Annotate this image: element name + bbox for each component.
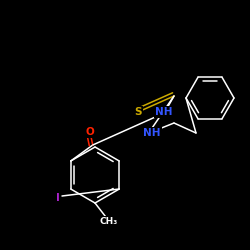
Text: CH₃: CH₃ bbox=[100, 216, 118, 226]
Text: O: O bbox=[86, 127, 94, 137]
Text: S: S bbox=[134, 107, 142, 117]
Text: NH: NH bbox=[143, 128, 161, 138]
Text: NH: NH bbox=[155, 107, 173, 117]
Text: I: I bbox=[56, 193, 60, 203]
